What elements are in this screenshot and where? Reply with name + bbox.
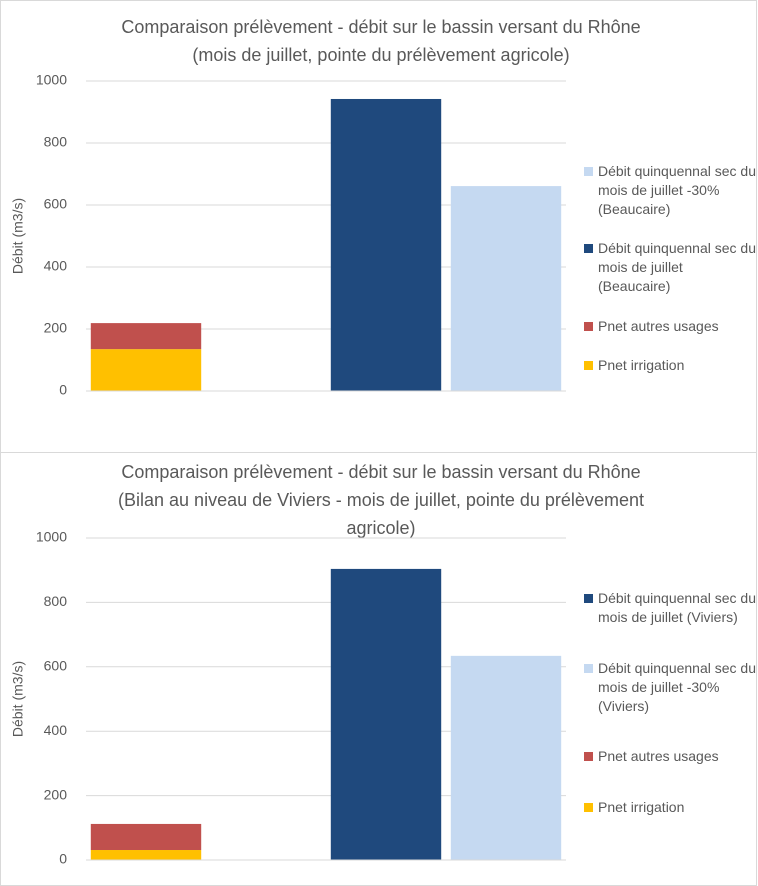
chart: Comparaison prélèvement - débit sur le b…	[10, 462, 644, 867]
legend-item: Pnet autres usages	[584, 747, 756, 766]
bar	[90, 850, 202, 860]
legend-label: Pnet irrigation	[598, 357, 685, 374]
legend-label: Pnet irrigation	[598, 798, 685, 815]
legend-label: Débit quinquennal sec du mois de juillet…	[598, 240, 757, 295]
legend-item: Débit quinquennal sec du mois de juillet…	[584, 162, 757, 219]
y-tick-label: 800	[44, 593, 68, 609]
bar	[330, 98, 442, 391]
chart-panel: Comparaison prélèvement - débit sur le b…	[0, 452, 757, 886]
y-tick-label: 600	[44, 196, 68, 212]
legend-label: Pnet autres usages	[598, 317, 719, 334]
bar	[90, 323, 202, 350]
chart-title: (Bilan au niveau de Viviers - mois de ju…	[118, 490, 644, 510]
legend-swatch	[584, 594, 593, 604]
y-tick-label: 200	[44, 786, 68, 802]
legend-swatch	[584, 802, 593, 812]
legend-item: Débit quinquennal sec du mois de juillet…	[584, 589, 757, 627]
y-tick-label: 800	[44, 134, 68, 150]
y-tick-label: 600	[44, 658, 68, 674]
chart-title: (mois de juillet, pointe du prélèvement …	[192, 45, 569, 65]
legend-label: Pnet autres usages	[598, 748, 719, 765]
legend-swatch	[584, 663, 593, 673]
y-tick-label: 400	[44, 258, 68, 274]
legend-label: Débit quinquennal sec du mois de juillet…	[598, 162, 757, 217]
bar	[90, 823, 202, 851]
chart: Comparaison prélèvement - débit sur le b…	[10, 17, 641, 398]
legend-swatch	[584, 752, 593, 762]
bar	[450, 655, 562, 860]
legend: Débit quinquennal sec du mois de juillet…	[584, 141, 757, 396]
legend: Débit quinquennal sec du mois de juillet…	[584, 558, 757, 848]
legend-item: Pnet irrigation	[584, 798, 756, 817]
y-tick-label: 0	[59, 851, 67, 867]
legend-item: Pnet irrigation	[584, 356, 756, 375]
legend-swatch	[584, 321, 593, 331]
y-tick-label: 400	[44, 722, 68, 738]
legend-item: Débit quinquennal sec du mois de juillet…	[584, 659, 757, 716]
chart-title: Comparaison prélèvement - débit sur le b…	[121, 17, 640, 37]
legend-label: Débit quinquennal sec du mois de juillet…	[598, 590, 757, 626]
chart-title: agricole)	[346, 518, 415, 538]
y-tick-label: 0	[59, 382, 67, 398]
legend-swatch	[584, 361, 593, 371]
legend-item: Pnet autres usages	[584, 317, 756, 336]
chart-title: Comparaison prélèvement - débit sur le b…	[121, 462, 640, 482]
legend-swatch	[584, 166, 593, 176]
legend-item: Débit quinquennal sec du mois de juillet…	[584, 239, 757, 296]
bar	[90, 349, 202, 391]
y-tick-label: 200	[44, 320, 68, 336]
legend-label: Débit quinquennal sec du mois de juillet…	[598, 659, 757, 714]
y-tick-label: 1000	[36, 72, 67, 88]
y-tick-label: 1000	[36, 529, 67, 545]
bar	[450, 186, 562, 391]
legend-swatch	[584, 244, 593, 254]
y-axis-label: Débit (m3/s)	[10, 661, 26, 737]
bar	[330, 568, 442, 860]
y-axis-label: Débit (m3/s)	[10, 198, 26, 274]
chart-panel: Comparaison prélèvement - débit sur le b…	[0, 0, 757, 453]
